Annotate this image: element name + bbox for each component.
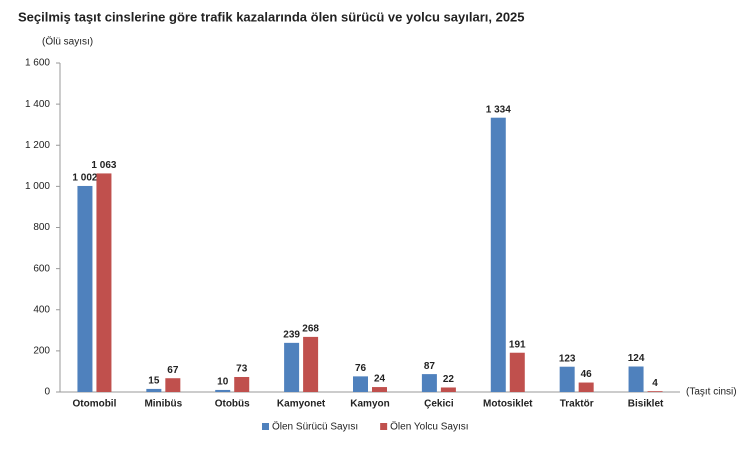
x-tick-label: Bisiklet [628, 399, 664, 410]
bar [165, 378, 181, 392]
bar [215, 389, 231, 392]
value-label: 124 [628, 353, 645, 364]
value-label: 10 [217, 377, 229, 388]
bar [578, 382, 594, 392]
bar [146, 388, 162, 392]
value-label: 1 063 [91, 160, 116, 171]
y-tick-label: 0 [44, 387, 50, 398]
value-label: 46 [581, 369, 593, 380]
value-label: 1 334 [486, 104, 511, 115]
bar [559, 366, 575, 392]
bar [490, 117, 506, 392]
y-tick-label: 400 [33, 304, 50, 315]
x-tick-label: Minibüs [144, 399, 182, 410]
y-tick-label: 1 200 [25, 140, 50, 151]
bar [234, 376, 250, 392]
bar [628, 366, 644, 392]
value-label: 1 002 [72, 173, 97, 184]
value-label: 15 [148, 376, 160, 387]
value-label: 4 [652, 378, 658, 389]
y-tick-label: 1 400 [25, 99, 50, 110]
value-label: 191 [509, 339, 526, 350]
x-tick-label: Çekici [424, 399, 454, 410]
bar [509, 352, 525, 392]
bar [647, 391, 663, 392]
x-tick-label: Otomobil [72, 399, 116, 410]
value-label: 22 [443, 374, 455, 385]
value-label: 76 [355, 363, 367, 374]
x-tick-label: Kamyonet [277, 399, 326, 410]
legend-label: Ölen Sürücü Sayısı [272, 421, 358, 433]
x-tick-label: Otobüs [215, 399, 250, 410]
y-tick-label: 1 600 [25, 58, 50, 69]
x-tick-label: Traktör [560, 399, 594, 410]
legend-swatch [262, 423, 269, 430]
value-label: 24 [374, 374, 386, 385]
bar [353, 376, 368, 392]
chart-title: Seçilmiş taşıt cinslerine göre trafik ka… [18, 9, 525, 24]
bar [284, 342, 300, 392]
bar [372, 387, 387, 392]
y-tick-label: 800 [33, 222, 50, 233]
bar [421, 374, 437, 392]
legend-label: Ölen Yolcu Sayısı [390, 421, 468, 433]
bar [96, 173, 112, 392]
bar [77, 185, 93, 392]
x-axis-label: (Taşıt cinsi) [686, 387, 737, 398]
x-tick-label: Kamyon [350, 399, 389, 410]
bar [440, 387, 456, 392]
legend-swatch [380, 423, 388, 430]
bar [303, 336, 319, 392]
value-label: 123 [559, 353, 576, 364]
y-axis-label: (Ölü sayısı) [42, 36, 93, 48]
value-label: 268 [302, 324, 319, 335]
value-label: 87 [424, 361, 436, 372]
value-label: 73 [236, 364, 248, 375]
y-tick-label: 200 [33, 346, 50, 357]
y-tick-label: 1 000 [25, 181, 50, 192]
y-tick-label: 600 [33, 263, 50, 274]
x-tick-label: Motosiklet [483, 399, 533, 410]
value-label: 239 [283, 329, 300, 340]
value-label: 67 [167, 365, 179, 376]
